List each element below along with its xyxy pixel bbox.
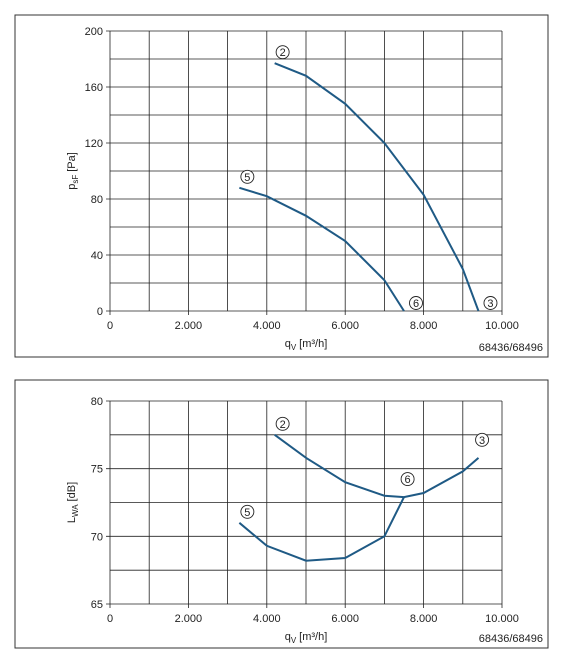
x-axis-label: qV [m³/h] [285, 631, 328, 645]
y-tick-label: 200 [85, 26, 103, 38]
frame [14, 379, 549, 649]
curve-label: 3 [487, 298, 493, 310]
curve [274, 434, 480, 499]
curve [238, 496, 405, 562]
note: 68436/68496 [479, 342, 543, 354]
y-tick-label: 160 [85, 82, 103, 94]
curve-label: 2 [280, 419, 286, 431]
label-sub: V [291, 343, 297, 352]
x-tick-label: 0 [107, 320, 113, 332]
curve-marker [240, 504, 255, 519]
curve-marker [400, 472, 415, 487]
y-axis-label: psF [Pa] [66, 152, 80, 190]
curve-label: 2 [280, 47, 286, 59]
y-tick-label: 80 [91, 194, 103, 206]
x-tick-label: 8.000 [410, 320, 438, 332]
label-main: L [66, 517, 78, 523]
frame [14, 14, 549, 358]
x-tick-label: 8.000 [410, 613, 438, 625]
x-axis-label: qV [m³/h] [285, 338, 328, 352]
label-main: p [66, 184, 78, 190]
y-axis-label: LWA [dB] [66, 482, 80, 523]
curve-marker [483, 296, 498, 310]
x-tick-label: 6.000 [331, 613, 359, 625]
y-tick-label: 40 [91, 250, 103, 262]
y-tick-label: 65 [91, 599, 103, 611]
x-tick-label: 0 [107, 613, 113, 625]
curve-marker [409, 296, 423, 310]
x-tick-label: 10.000 [485, 320, 519, 332]
label-unit: [m³/h] [299, 338, 327, 350]
note: 68436/68496 [479, 633, 543, 645]
label-unit: [m³/h] [299, 631, 327, 643]
y-tick-label: 70 [91, 531, 103, 543]
label-main: q [285, 631, 291, 643]
curve-label: 5 [244, 507, 250, 519]
label-sub: WA [71, 504, 80, 517]
curve-label: 6 [413, 298, 419, 310]
y-tick-label: 120 [85, 138, 103, 150]
label-unit: [Pa] [66, 152, 78, 172]
curve-label: 5 [244, 172, 250, 184]
curve [274, 62, 480, 312]
x-tick-label: 4.000 [253, 613, 281, 625]
y-tick-label: 75 [91, 464, 103, 476]
x-tick-label: 4.000 [253, 320, 281, 332]
label-sub: sF [71, 175, 80, 184]
curve-label: 6 [405, 474, 411, 486]
label-sub: V [291, 636, 297, 645]
curve-marker [275, 45, 290, 60]
label-unit: [dB] [66, 482, 78, 502]
curve-label: 3 [479, 435, 485, 447]
curve-marker [275, 416, 290, 431]
curve [239, 186, 405, 312]
curve-marker [475, 432, 490, 447]
y-tick-label: 80 [91, 396, 103, 408]
curve-marker [240, 169, 255, 184]
x-tick-label: 6.000 [331, 320, 359, 332]
x-tick-label: 10.000 [485, 613, 519, 625]
y-tick-label: 0 [97, 306, 103, 318]
x-tick-label: 2.000 [175, 320, 203, 332]
label-main: q [285, 338, 291, 350]
x-tick-label: 2.000 [175, 613, 203, 625]
